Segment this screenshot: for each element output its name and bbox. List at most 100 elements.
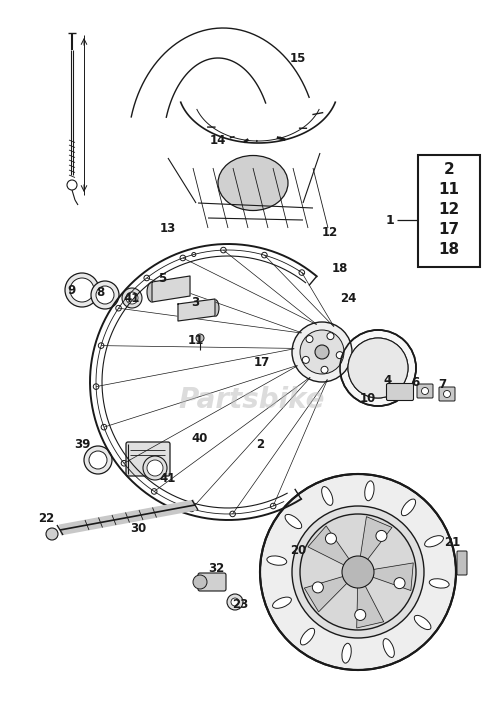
Text: 22: 22 [38, 511, 54, 525]
Text: 10: 10 [360, 392, 376, 405]
Circle shape [315, 345, 329, 359]
Circle shape [299, 269, 304, 275]
Polygon shape [304, 572, 358, 612]
Circle shape [394, 577, 405, 589]
Text: 41: 41 [160, 471, 176, 484]
Text: 17: 17 [438, 222, 460, 237]
Circle shape [260, 474, 456, 670]
Text: 2: 2 [444, 161, 455, 176]
Circle shape [444, 390, 451, 397]
Circle shape [227, 594, 243, 610]
FancyBboxPatch shape [198, 573, 226, 591]
Ellipse shape [342, 643, 351, 663]
Text: 1: 1 [386, 213, 394, 227]
Text: 4: 4 [384, 373, 392, 387]
Circle shape [189, 506, 195, 512]
Circle shape [147, 460, 163, 476]
Circle shape [300, 514, 416, 630]
Circle shape [121, 461, 127, 466]
Text: 15: 15 [290, 51, 306, 65]
Text: 13: 13 [160, 222, 176, 235]
Circle shape [342, 556, 374, 588]
Circle shape [270, 503, 276, 509]
Circle shape [96, 286, 114, 304]
Circle shape [46, 528, 58, 540]
Ellipse shape [211, 299, 219, 316]
Circle shape [116, 306, 121, 311]
Text: 39: 39 [74, 439, 90, 451]
Ellipse shape [424, 535, 444, 547]
Circle shape [336, 352, 343, 358]
Circle shape [376, 530, 387, 542]
Circle shape [355, 609, 366, 621]
Circle shape [70, 278, 94, 302]
Polygon shape [308, 526, 358, 572]
Circle shape [91, 281, 119, 309]
Circle shape [101, 424, 107, 430]
Text: 12: 12 [322, 225, 338, 238]
Circle shape [192, 252, 196, 257]
FancyBboxPatch shape [387, 383, 413, 400]
Circle shape [321, 366, 328, 373]
Circle shape [302, 356, 309, 363]
Ellipse shape [322, 486, 333, 506]
Text: Partsbike: Partsbike [179, 386, 325, 414]
Circle shape [292, 322, 352, 382]
Ellipse shape [383, 638, 394, 658]
Circle shape [326, 533, 337, 544]
Circle shape [312, 582, 324, 593]
Circle shape [144, 275, 150, 281]
Ellipse shape [401, 499, 416, 515]
FancyBboxPatch shape [126, 442, 170, 476]
Text: 18: 18 [332, 262, 348, 274]
Text: 11: 11 [438, 181, 460, 196]
Circle shape [348, 338, 408, 398]
Text: 17: 17 [254, 356, 270, 368]
Text: 9: 9 [68, 284, 76, 296]
FancyBboxPatch shape [417, 384, 433, 398]
FancyBboxPatch shape [457, 551, 467, 575]
Text: 20: 20 [290, 543, 306, 557]
Ellipse shape [365, 481, 374, 501]
Circle shape [93, 384, 99, 390]
Text: 3: 3 [191, 296, 199, 309]
Text: 7: 7 [438, 378, 446, 392]
Text: 2: 2 [256, 439, 264, 451]
Text: 11: 11 [188, 333, 204, 346]
Ellipse shape [147, 282, 157, 302]
Ellipse shape [414, 616, 431, 629]
Polygon shape [357, 572, 384, 628]
Text: 21: 21 [444, 535, 460, 548]
Ellipse shape [273, 597, 291, 609]
Circle shape [262, 252, 267, 258]
Circle shape [327, 333, 334, 340]
Text: 23: 23 [232, 599, 248, 611]
Ellipse shape [285, 515, 302, 528]
FancyBboxPatch shape [439, 387, 455, 401]
Circle shape [180, 255, 185, 261]
Circle shape [98, 343, 104, 348]
Text: 32: 32 [208, 562, 224, 574]
Ellipse shape [218, 156, 288, 210]
Circle shape [292, 506, 424, 638]
Circle shape [84, 446, 112, 474]
Ellipse shape [300, 629, 314, 645]
Text: 6: 6 [411, 375, 419, 388]
Circle shape [126, 292, 138, 304]
Text: 30: 30 [130, 521, 146, 535]
Circle shape [196, 334, 204, 342]
Circle shape [221, 247, 226, 253]
Circle shape [89, 451, 107, 469]
Polygon shape [178, 299, 215, 321]
Circle shape [231, 598, 239, 606]
Text: 40: 40 [192, 432, 208, 444]
Polygon shape [358, 563, 413, 591]
Circle shape [122, 288, 142, 308]
Circle shape [65, 273, 99, 307]
Polygon shape [152, 276, 190, 302]
FancyBboxPatch shape [418, 155, 480, 267]
Ellipse shape [429, 579, 449, 588]
Circle shape [306, 336, 313, 343]
Circle shape [151, 488, 157, 494]
Text: 14: 14 [210, 134, 226, 146]
